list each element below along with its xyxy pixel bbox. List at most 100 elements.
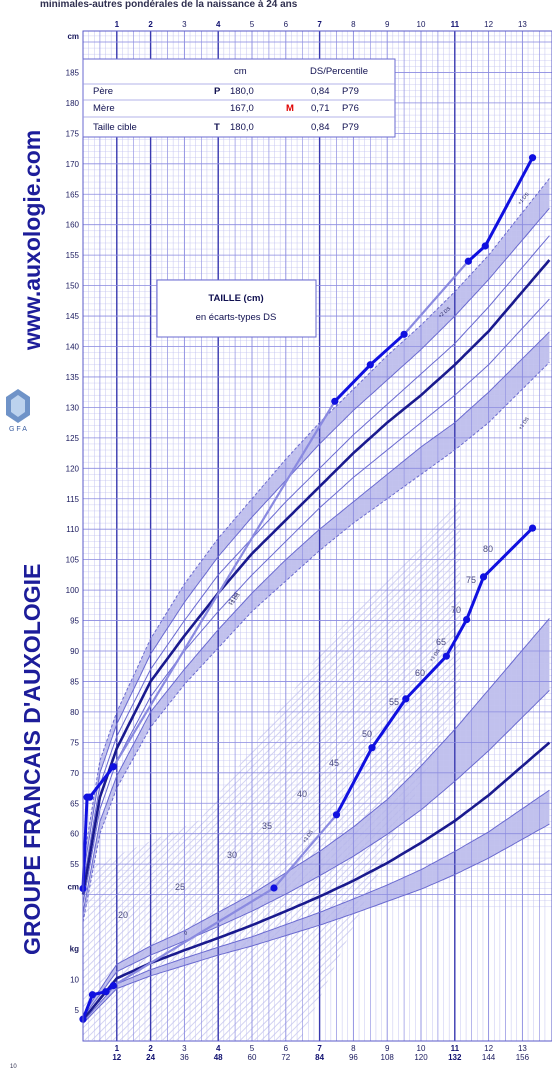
height-tick-label: 70 [70, 769, 79, 778]
weight-patient-segment [335, 746, 374, 816]
x-bottom-year-label: 4 [216, 1044, 221, 1053]
row-mother-pct: P76 [342, 103, 359, 114]
weight-tick-label: 10 [70, 976, 79, 985]
weight-scale-label: 65 [436, 637, 446, 647]
weight-scale-label: 75 [466, 575, 476, 585]
height-patient-segment [483, 157, 534, 247]
weight-patient-point [442, 652, 450, 660]
x-top-tick-label: 4 [216, 20, 221, 29]
legend-line2: en écarts-types DS [196, 312, 277, 323]
x-top-tick-label: 10 [417, 20, 426, 29]
parents-header-ds: DS/Percentile [310, 66, 368, 77]
height-tick-label: 100 [66, 586, 80, 595]
row-father-pct: P79 [342, 86, 359, 97]
weight-patient-point [270, 884, 278, 892]
website-label: www.auxologie.com [19, 130, 45, 351]
x-bottom-year-label: 1 [115, 1044, 120, 1053]
hatch-regions [83, 500, 460, 1040]
x-bottom-month-label: 36 [180, 1053, 189, 1062]
weight-patient-point [102, 988, 110, 996]
height-tick-label: 105 [66, 556, 80, 565]
height-curve-sd+1 [82, 235, 550, 886]
legend-box: TAILLE (cm) en écarts-types DS [156, 279, 317, 338]
row-mother-label: Mère [93, 103, 115, 114]
x-top-tick-label: 2 [148, 20, 153, 29]
gfa-logo-letters: G F A [9, 426, 27, 433]
curve-annotation-label: 0 [184, 930, 189, 937]
height-tick-label: 135 [66, 373, 80, 382]
height-tick-label: 140 [66, 343, 80, 352]
x-bottom-year-label: 6 [284, 1044, 289, 1053]
row-father-ds: 0,84 [311, 86, 330, 97]
height-patient-point [109, 763, 118, 771]
weight-scale-label: 45 [329, 758, 339, 768]
legend-box-frame [156, 279, 317, 338]
height-tick-label: 160 [66, 221, 80, 230]
legend-line1: TAILLE (cm) [208, 293, 263, 304]
reference-curves [81, 178, 551, 1024]
x-top-tick-label: 7 [317, 20, 322, 29]
left-bottom-tick-label: 10 [10, 1064, 17, 1070]
height-tick-label: 60 [70, 830, 79, 839]
height-tick-label: 115 [66, 495, 79, 504]
weight-scale-label: 30 [227, 850, 237, 860]
x-top-tick-label: 6 [284, 20, 289, 29]
weight-patient-point [479, 573, 488, 581]
height-tick-label: 95 [70, 617, 79, 626]
x-bottom-month-label: 48 [214, 1053, 223, 1062]
weight-patient-point [528, 524, 537, 532]
weight-curve-sd+2 [82, 618, 550, 1016]
row-target-label: Taille cible [93, 122, 137, 133]
height-tick-label: 55 [70, 860, 79, 869]
weight-scale-label: 80 [483, 544, 493, 554]
parents-header-cm: cm [234, 66, 247, 77]
axes: 1 2 3 4 5 6 7 8 9 10 11 12 13cm185180175170165160155… [10, 20, 530, 1070]
height-tick-label: 80 [70, 708, 79, 717]
weight-scale-label: 20 [118, 910, 128, 920]
gfa-logo: G F A [2, 385, 34, 433]
height-tick-label: 180 [66, 99, 80, 108]
height-tick-label: 175 [66, 129, 80, 138]
weight-patient-segment [482, 527, 534, 578]
height-tick-label: 75 [70, 738, 79, 747]
weight-scale-labels: 20 25 30 35 40 45 50 55 60 65 70 75 80 [118, 544, 493, 920]
row-mother-ds: 0,71 [311, 103, 330, 114]
weight-patient-point [332, 811, 341, 819]
height-patient-segment [88, 765, 115, 799]
height-patient-point [400, 330, 408, 338]
x-bottom-year-label: 8 [351, 1044, 356, 1053]
row-father-label: Père [93, 86, 113, 97]
height-tick-label: 85 [70, 677, 79, 686]
x-bottom-month-label: 144 [482, 1053, 496, 1062]
height-curve-sd+3 [82, 178, 550, 865]
x-top-tick-label: 11 [451, 20, 460, 29]
height-axis-unit: cm [67, 32, 79, 41]
row-target-pct: P79 [342, 122, 359, 133]
patient-curves [79, 154, 537, 1023]
height-tick-label: 120 [66, 464, 80, 473]
height-patient-point [481, 242, 489, 250]
height-tick-label: 150 [66, 282, 80, 291]
x-top-tick-label: 5 [250, 20, 255, 29]
row-mother-symbol: M [286, 103, 294, 114]
height-patient-point [366, 361, 374, 369]
x-bottom-month-label: 108 [381, 1053, 395, 1062]
weight-curve-sd-2 [82, 823, 550, 1024]
height-patient-segment [467, 244, 487, 263]
x-bottom-year-label: 10 [417, 1044, 426, 1053]
row-father-cm: 180,0 [230, 86, 254, 97]
weight-patient-segment [404, 655, 448, 700]
weight-axis-unit: kg [70, 944, 79, 953]
x-bottom-month-label: 156 [516, 1053, 530, 1062]
x-bottom-month-label: 24 [146, 1053, 155, 1062]
weight-patient-segment [370, 698, 408, 749]
x-bottom-month-label: 72 [281, 1053, 290, 1062]
height-tick-label: 65 [70, 799, 79, 808]
height-tick-label: 110 [66, 525, 79, 534]
weight-patient-point [368, 744, 376, 752]
x-bottom-month-label: 60 [248, 1053, 257, 1062]
plot-area [79, 30, 552, 1042]
height-curve-sd0 [81, 259, 551, 895]
parents-table-box [82, 58, 396, 138]
